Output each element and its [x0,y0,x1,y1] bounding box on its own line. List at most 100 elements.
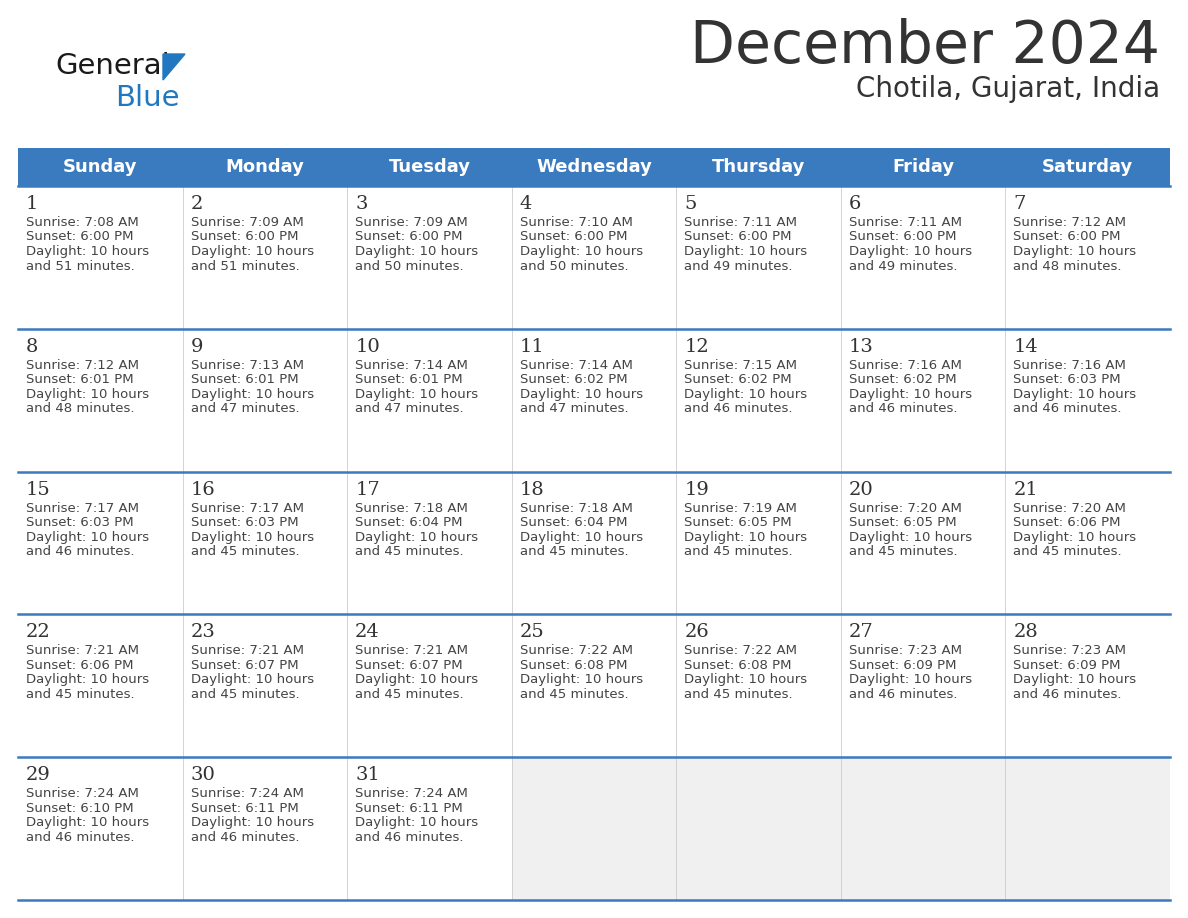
Bar [18,186,183,329]
Text: 9: 9 [190,338,203,356]
Text: and 48 minutes.: and 48 minutes. [26,402,134,415]
Text: 7: 7 [1013,195,1025,213]
Text: 3: 3 [355,195,367,213]
Text: 21: 21 [1013,481,1038,498]
Bar [1005,186,1170,329]
Text: 26: 26 [684,623,709,642]
Text: and 49 minutes.: and 49 minutes. [684,260,792,273]
Text: Sunrise: 7:11 AM: Sunrise: 7:11 AM [849,216,962,229]
Text: Sunset: 6:01 PM: Sunset: 6:01 PM [26,374,133,386]
Text: and 46 minutes.: and 46 minutes. [355,831,463,844]
Text: Daylight: 10 hours: Daylight: 10 hours [190,245,314,258]
Bar [347,186,512,329]
Bar [183,757,347,900]
Text: Daylight: 10 hours: Daylight: 10 hours [26,531,150,543]
Text: 18: 18 [519,481,544,498]
Bar [347,757,512,900]
Text: 19: 19 [684,481,709,498]
Text: Daylight: 10 hours: Daylight: 10 hours [684,245,808,258]
Text: Wednesday: Wednesday [536,158,652,176]
Text: Sunset: 6:03 PM: Sunset: 6:03 PM [1013,374,1121,386]
Text: Daylight: 10 hours: Daylight: 10 hours [519,531,643,543]
Text: Sunrise: 7:21 AM: Sunrise: 7:21 AM [355,644,468,657]
Text: 30: 30 [190,767,215,784]
Text: and 46 minutes.: and 46 minutes. [26,545,134,558]
Text: and 45 minutes.: and 45 minutes. [519,545,628,558]
Bar [1005,757,1170,900]
Text: and 46 minutes.: and 46 minutes. [26,831,134,844]
Text: Sunrise: 7:22 AM: Sunrise: 7:22 AM [684,644,797,657]
Text: 6: 6 [849,195,861,213]
Text: 28: 28 [1013,623,1038,642]
Text: Daylight: 10 hours: Daylight: 10 hours [684,531,808,543]
Text: 8: 8 [26,338,38,356]
Text: Sunrise: 7:20 AM: Sunrise: 7:20 AM [1013,501,1126,515]
Text: 4: 4 [519,195,532,213]
Text: Sunset: 6:03 PM: Sunset: 6:03 PM [26,516,133,529]
Bar [676,757,841,900]
Bar [676,614,841,757]
Text: Daylight: 10 hours: Daylight: 10 hours [190,531,314,543]
Text: 24: 24 [355,623,380,642]
Text: Sunrise: 7:20 AM: Sunrise: 7:20 AM [849,501,962,515]
Text: 17: 17 [355,481,380,498]
Text: Daylight: 10 hours: Daylight: 10 hours [849,674,972,687]
Text: 2: 2 [190,195,203,213]
Text: Sunrise: 7:17 AM: Sunrise: 7:17 AM [26,501,139,515]
Bar [1005,329,1170,472]
Text: Sunset: 6:04 PM: Sunset: 6:04 PM [355,516,462,529]
Text: Daylight: 10 hours: Daylight: 10 hours [355,531,479,543]
Text: 13: 13 [849,338,873,356]
Text: Sunrise: 7:16 AM: Sunrise: 7:16 AM [1013,359,1126,372]
Text: Daylight: 10 hours: Daylight: 10 hours [519,674,643,687]
Text: and 46 minutes.: and 46 minutes. [849,688,958,701]
Text: Daylight: 10 hours: Daylight: 10 hours [519,387,643,401]
Text: Sunrise: 7:10 AM: Sunrise: 7:10 AM [519,216,632,229]
Text: Sunrise: 7:18 AM: Sunrise: 7:18 AM [355,501,468,515]
Text: and 45 minutes.: and 45 minutes. [355,688,463,701]
Bar [347,329,512,472]
Bar [676,472,841,614]
Text: Thursday: Thursday [712,158,805,176]
Text: 27: 27 [849,623,873,642]
Text: Sunset: 6:00 PM: Sunset: 6:00 PM [1013,230,1121,243]
Bar [183,614,347,757]
Text: and 46 minutes.: and 46 minutes. [1013,402,1121,415]
Text: Sunset: 6:02 PM: Sunset: 6:02 PM [849,374,956,386]
Text: Sunset: 6:01 PM: Sunset: 6:01 PM [355,374,463,386]
Text: Daylight: 10 hours: Daylight: 10 hours [26,816,150,829]
Text: Chotila, Gujarat, India: Chotila, Gujarat, India [855,75,1159,103]
Text: Sunrise: 7:12 AM: Sunrise: 7:12 AM [26,359,139,372]
Text: Daylight: 10 hours: Daylight: 10 hours [26,387,150,401]
Text: 31: 31 [355,767,380,784]
Text: Sunset: 6:11 PM: Sunset: 6:11 PM [190,801,298,814]
Bar [18,472,183,614]
Bar [183,186,347,329]
Text: and 47 minutes.: and 47 minutes. [190,402,299,415]
Text: and 46 minutes.: and 46 minutes. [1013,688,1121,701]
Text: Daylight: 10 hours: Daylight: 10 hours [1013,674,1137,687]
Text: Sunrise: 7:23 AM: Sunrise: 7:23 AM [1013,644,1126,657]
Text: Monday: Monday [226,158,304,176]
Text: Sunset: 6:11 PM: Sunset: 6:11 PM [355,801,463,814]
Text: and 46 minutes.: and 46 minutes. [190,831,299,844]
Text: Daylight: 10 hours: Daylight: 10 hours [1013,387,1137,401]
Text: Sunrise: 7:12 AM: Sunrise: 7:12 AM [1013,216,1126,229]
Text: and 51 minutes.: and 51 minutes. [190,260,299,273]
Text: Sunset: 6:10 PM: Sunset: 6:10 PM [26,801,133,814]
Text: Sunset: 6:03 PM: Sunset: 6:03 PM [190,516,298,529]
Text: Sunrise: 7:24 AM: Sunrise: 7:24 AM [355,788,468,800]
Text: 11: 11 [519,338,544,356]
Text: Daylight: 10 hours: Daylight: 10 hours [355,387,479,401]
Text: Sunrise: 7:19 AM: Sunrise: 7:19 AM [684,501,797,515]
Polygon shape [163,54,185,80]
Text: and 46 minutes.: and 46 minutes. [849,402,958,415]
Text: and 51 minutes.: and 51 minutes. [26,260,134,273]
Text: Sunrise: 7:22 AM: Sunrise: 7:22 AM [519,644,633,657]
Text: Daylight: 10 hours: Daylight: 10 hours [26,674,150,687]
Text: Sunset: 6:00 PM: Sunset: 6:00 PM [849,230,956,243]
Text: Daylight: 10 hours: Daylight: 10 hours [26,245,150,258]
Text: 12: 12 [684,338,709,356]
Text: 15: 15 [26,481,51,498]
Text: Sunset: 6:07 PM: Sunset: 6:07 PM [190,659,298,672]
